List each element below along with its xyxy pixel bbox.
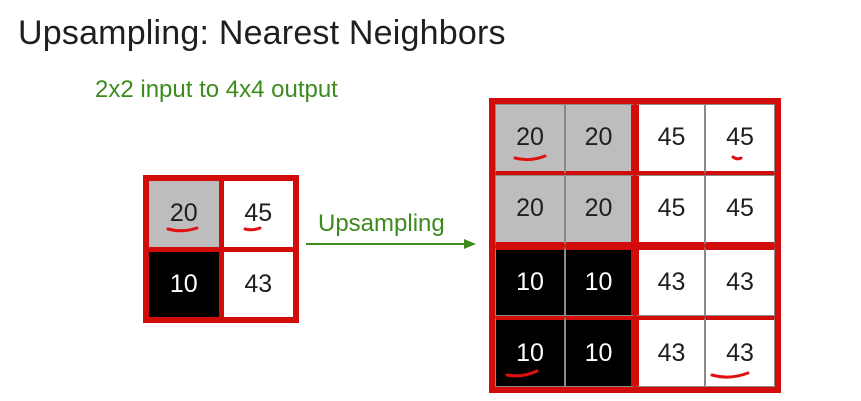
output-cell-r1c4: 45 bbox=[705, 104, 775, 175]
output-cell-r3c1: 10 bbox=[495, 245, 565, 317]
input-cell-r2c2: 43 bbox=[223, 251, 293, 317]
input-grid: 20 45 10 43 bbox=[143, 175, 299, 323]
output-cell-r2c3: 45 bbox=[635, 174, 705, 246]
output-cell-r4c3: 43 bbox=[635, 316, 705, 387]
subtitle: 2x2 input to 4x4 output bbox=[95, 76, 338, 103]
output-cell-r4c1: 10 bbox=[495, 316, 565, 387]
output-grid: 20 20 45 45 20 20 45 45 10 10 43 43 10 1… bbox=[489, 98, 781, 393]
input-cell-r2c1: 10 bbox=[149, 251, 219, 317]
output-cell-r4c2: 10 bbox=[565, 316, 635, 387]
input-cell-r1c1: 20 bbox=[149, 181, 219, 247]
output-cell-r1c3: 45 bbox=[635, 104, 705, 175]
arrow-label: Upsampling bbox=[318, 210, 445, 237]
output-cell-r3c4: 43 bbox=[705, 245, 775, 317]
input-cell-r1c2: 45 bbox=[223, 181, 293, 247]
output-cell-r2c4: 45 bbox=[705, 174, 775, 246]
output-cell-r3c3: 43 bbox=[635, 245, 705, 317]
output-cell-r3c2: 10 bbox=[565, 245, 635, 317]
output-cell-r1c1: 20 bbox=[495, 104, 565, 175]
right-arrow-icon bbox=[306, 239, 476, 249]
output-cell-r4c4: 43 bbox=[705, 316, 775, 387]
output-cell-r1c2: 20 bbox=[565, 104, 635, 175]
slide-title: Upsampling: Nearest Neighbors bbox=[18, 14, 506, 52]
output-cell-r2c1: 20 bbox=[495, 174, 565, 246]
output-cell-r2c2: 20 bbox=[565, 174, 635, 246]
